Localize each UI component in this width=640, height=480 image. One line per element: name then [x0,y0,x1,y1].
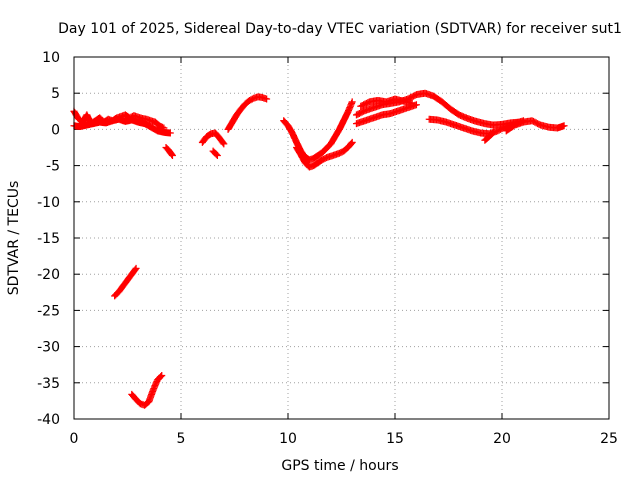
x-tick-label: 0 [70,431,79,447]
tick-labels: 0 5 10 15 20 25 10 5 0 -5 -10 -15 -20 -25 -30 -35 -40 [37,50,618,447]
y-tick-label: -25 [37,303,60,319]
y-tick-label: -30 [37,340,60,356]
y-tick-label: -20 [37,267,60,283]
data-segment-14 [111,264,140,300]
x-tick-label: 20 [493,431,511,447]
data-segment-7 [293,138,356,171]
data-segment-4 [209,147,221,159]
y-axis-label: SDTVAR / TECUs [6,181,22,296]
y-tick-label: -10 [37,195,60,211]
grid-layer [74,57,609,419]
data-segment-12 [481,128,497,144]
y-tick-label: -40 [37,412,60,428]
x-tick-label: 15 [386,431,404,447]
y-tick-label: -5 [46,159,60,175]
plot-frame [73,56,610,420]
x-tick-label: 25 [600,431,618,447]
chart-title: Day 101 of 2025, Sidereal Day-to-day VTE… [58,21,622,37]
x-tick-label: 10 [279,431,297,447]
x-axis-label: GPS time / hours [281,458,398,474]
y-tick-label: 5 [51,86,60,102]
y-tick-label: 0 [51,122,60,138]
data-segment-10 [357,95,416,110]
x-tick-label: 5 [177,431,186,447]
data-segment-2 [162,144,176,159]
data-segment-9 [352,101,420,128]
data-segment-3 [198,129,228,148]
data-marks [70,89,568,409]
y-tick-label: 10 [42,50,60,66]
y-tick-label: -15 [37,231,60,247]
y-tick-label: -35 [37,376,60,392]
data-segment-13 [502,117,568,135]
data-segment-15 [128,372,166,409]
data-segment-5 [224,93,271,133]
